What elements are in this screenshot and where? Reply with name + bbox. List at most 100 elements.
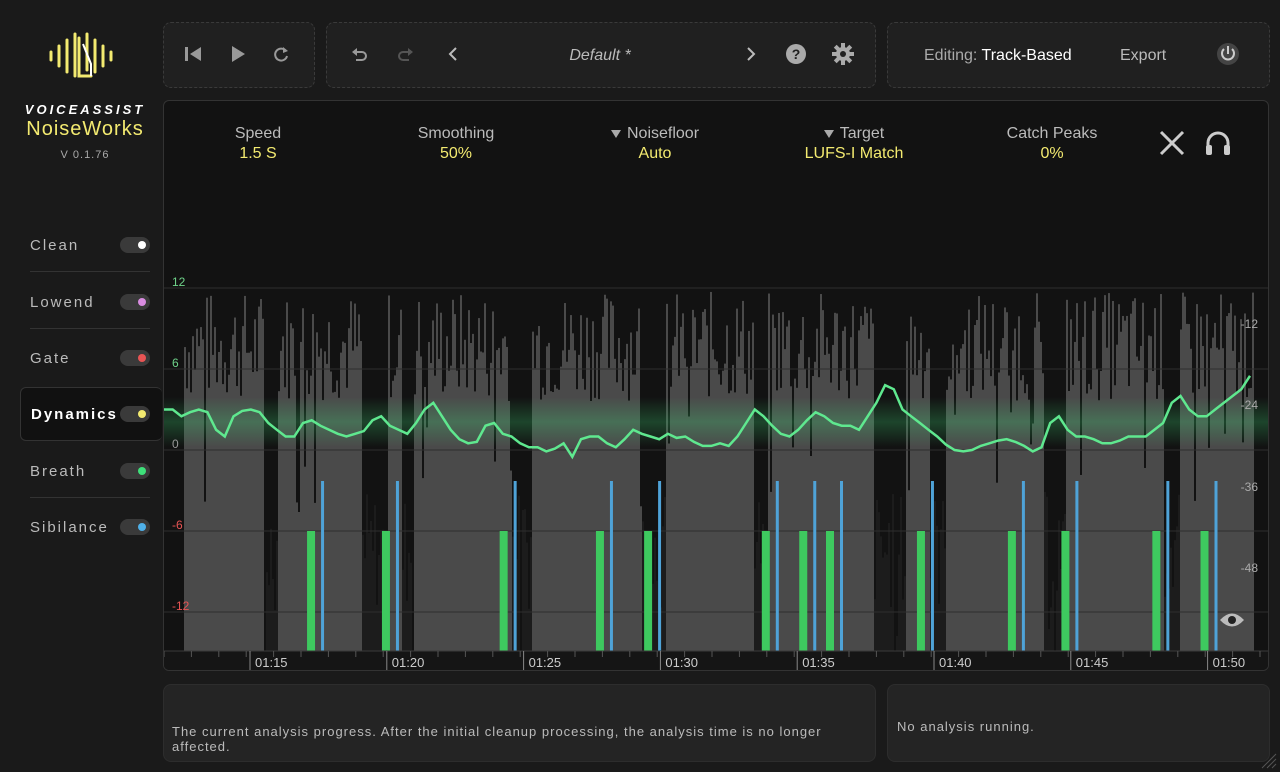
eye-icon[interactable] — [1218, 609, 1246, 636]
gate-marker — [307, 531, 316, 651]
breath-marker — [658, 481, 662, 651]
module-toggle[interactable] — [120, 350, 150, 366]
right-axis-label: -36 — [1241, 480, 1259, 494]
breath-marker — [395, 481, 399, 651]
time-tick-label: 01:20 — [392, 655, 425, 670]
time-tick-label: 01:35 — [802, 655, 835, 670]
param-catch-peaks[interactable]: Catch Peaks 0% — [972, 125, 1132, 163]
close-icon[interactable] — [1158, 129, 1186, 162]
param-label: Smoothing — [417, 125, 495, 142]
param-label: Noisefloor — [626, 125, 700, 142]
progress-status-panel: The current analysis progress. After the… — [163, 684, 876, 762]
time-tick-label: 01:15 — [255, 655, 288, 670]
left-axis-label: 0 — [172, 437, 179, 451]
param-value: LUFS-I Match — [804, 145, 904, 162]
breath-marker — [321, 481, 325, 651]
breath-marker — [840, 481, 843, 651]
module-label: Breath — [30, 462, 87, 480]
undo-icon[interactable] — [346, 41, 372, 67]
time-tick-label: 01:45 — [1076, 655, 1109, 670]
module-lowend[interactable]: Lowend — [20, 275, 162, 329]
gate-marker — [1061, 531, 1070, 651]
editing-value: Track-Based — [981, 47, 1072, 64]
right-axis-label: -12 — [1241, 317, 1259, 331]
left-axis-label: 12 — [172, 275, 186, 289]
param-speed[interactable]: Speed 1.5 S — [178, 125, 338, 163]
param-noisefloor[interactable]: Noisefloor Auto — [575, 125, 735, 163]
breath-marker — [775, 481, 779, 651]
param-label: Speed — [234, 125, 282, 142]
module-label: Dynamics — [31, 405, 118, 423]
headphones-icon[interactable] — [1204, 129, 1232, 162]
chevron-right-icon[interactable] — [738, 41, 764, 67]
time-tick-label: 01:50 — [1213, 655, 1246, 670]
gate-marker — [761, 531, 770, 651]
param-label: Target — [839, 125, 885, 142]
gate-marker — [826, 531, 834, 651]
gate-marker — [381, 531, 390, 651]
power-icon[interactable] — [1215, 41, 1241, 67]
waveform-chart[interactable]: 12 6 0 -6 -12 -12 -24 -36 -48 01:15 01:20 01:25 01:… — [164, 101, 1269, 671]
chevron-left-icon[interactable] — [440, 41, 466, 67]
svg-text:?: ? — [792, 46, 801, 62]
module-sibilance[interactable]: Sibilance — [20, 500, 162, 554]
time-tick-label: 01:30 — [665, 655, 698, 670]
param-label: Catch Peaks — [1006, 125, 1098, 142]
left-axis-label: -6 — [172, 518, 183, 532]
module-toggle[interactable] — [120, 463, 150, 479]
skip-start-icon[interactable] — [180, 41, 206, 67]
module-gate[interactable]: Gate — [20, 331, 162, 385]
gate-marker — [644, 531, 653, 651]
right-axis-label: -24 — [1241, 398, 1259, 412]
module-dynamics[interactable]: Dynamics — [20, 387, 162, 441]
right-axis-label: -48 — [1241, 561, 1259, 575]
version-label: V 0.1.76 — [60, 149, 110, 161]
gate-marker — [595, 531, 604, 651]
breath-marker — [513, 481, 517, 651]
gain-curve — [164, 375, 1252, 460]
editing-mode[interactable]: Editing: Track-Based — [924, 47, 1072, 65]
gate-marker — [799, 531, 808, 651]
param-target[interactable]: Target LUFS-I Match — [774, 125, 934, 163]
preset-name[interactable]: Default * — [569, 47, 631, 64]
param-value: 50% — [439, 145, 473, 162]
breath-marker — [1021, 481, 1025, 651]
loop-icon[interactable] — [268, 41, 294, 67]
preset-panel — [326, 22, 876, 88]
module-toggle[interactable] — [120, 237, 150, 253]
help-icon[interactable]: ? — [783, 41, 809, 67]
module-label: Clean — [30, 236, 80, 254]
gear-icon[interactable] — [830, 41, 856, 67]
product-name: NoiseWorks — [26, 118, 144, 140]
dynamics-graph[interactable]: 12 6 0 -6 -12 -12 -24 -36 -48 01:15 01:20 01:25 01:… — [163, 100, 1269, 671]
logo-icon — [49, 32, 113, 78]
breath-marker — [930, 481, 934, 651]
progress-status-text: The current analysis progress. After the… — [172, 724, 822, 754]
gate-marker — [1152, 531, 1161, 651]
module-label: Gate — [30, 349, 71, 367]
param-smoothing[interactable]: Smoothing 50% — [376, 125, 536, 163]
left-axis-label: 6 — [172, 356, 179, 370]
play-icon[interactable] — [225, 41, 251, 67]
module-toggle[interactable] — [120, 406, 150, 422]
module-toggle[interactable] — [120, 294, 150, 310]
param-value: 0% — [1040, 145, 1064, 162]
module-toggle[interactable] — [120, 519, 150, 535]
gate-marker — [1200, 531, 1209, 651]
param-value: Auto — [638, 145, 672, 162]
breath-marker — [813, 481, 817, 651]
module-breath[interactable]: Breath — [20, 444, 162, 498]
breath-marker — [1166, 481, 1170, 651]
dropdown-triangle-icon — [610, 129, 621, 138]
module-clean[interactable]: Clean — [20, 218, 162, 272]
brand-name: VOICEASSIST — [24, 102, 146, 117]
time-tick-label: 01:25 — [529, 655, 562, 670]
dropdown-triangle-icon — [823, 129, 834, 138]
gate-marker — [1007, 531, 1016, 651]
editing-panel — [887, 22, 1270, 88]
resize-grip-icon[interactable] — [1258, 750, 1278, 770]
param-value: 1.5 S — [239, 145, 277, 162]
time-tick-label: 01:40 — [939, 655, 972, 670]
redo-icon[interactable] — [393, 41, 419, 67]
export-button[interactable]: Export — [1120, 47, 1167, 64]
